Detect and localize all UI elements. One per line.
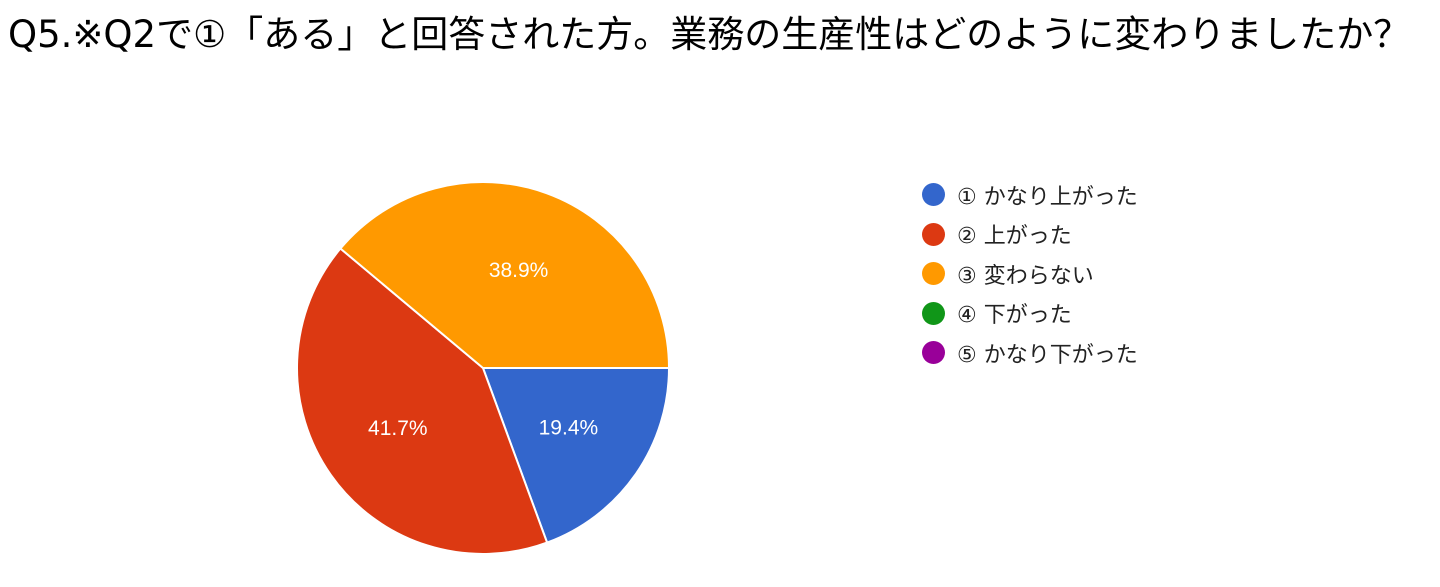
legend-swatch-1 [922,183,945,207]
pie-slice-3 [339,181,671,369]
pie-labels: 19.4% 41.7% 38.9% [368,259,598,440]
chart-title: Q5.※Q2で①「ある」と回答された方。業務の生産性はどのように変わりましたか？ [8,13,1411,56]
pie-slice-1 [481,367,671,544]
slice-data-label-1: 19.4% [539,417,599,440]
legend-label-2: ② 上がった [957,224,1072,250]
legend: ① かなり上がった ② 上がった ③ 変わらない ④ 下がった ⑤ かなり下がっ… [922,175,1342,373]
slice-data-label-2: 41.7% [368,417,428,440]
legend-item-3: ③ 変わらない [922,254,1342,294]
legend-label-5: ⑤ かなり下がった [957,342,1138,368]
legend-swatch-4 [922,301,945,325]
slice-data-label-3: 38.9% [489,259,549,282]
legend-swatch-5 [922,341,945,365]
pie-slices [296,181,671,555]
legend-label-4: ④ 下がった [957,303,1072,329]
legend-label-3: ③ 変わらない [957,263,1094,289]
legend-item-1: ① かなり上がった [922,175,1342,215]
legend-label-1: ① かなり上がった [957,184,1138,210]
legend-item-4: ④ 下がった [922,294,1342,334]
legend-swatch-2 [922,222,945,246]
legend-item-5: ⑤ かなり下がった [922,333,1342,373]
pie-slice-2 [296,247,549,555]
legend-swatch-3 [922,262,945,286]
legend-item-2: ② 上がった [922,215,1342,255]
